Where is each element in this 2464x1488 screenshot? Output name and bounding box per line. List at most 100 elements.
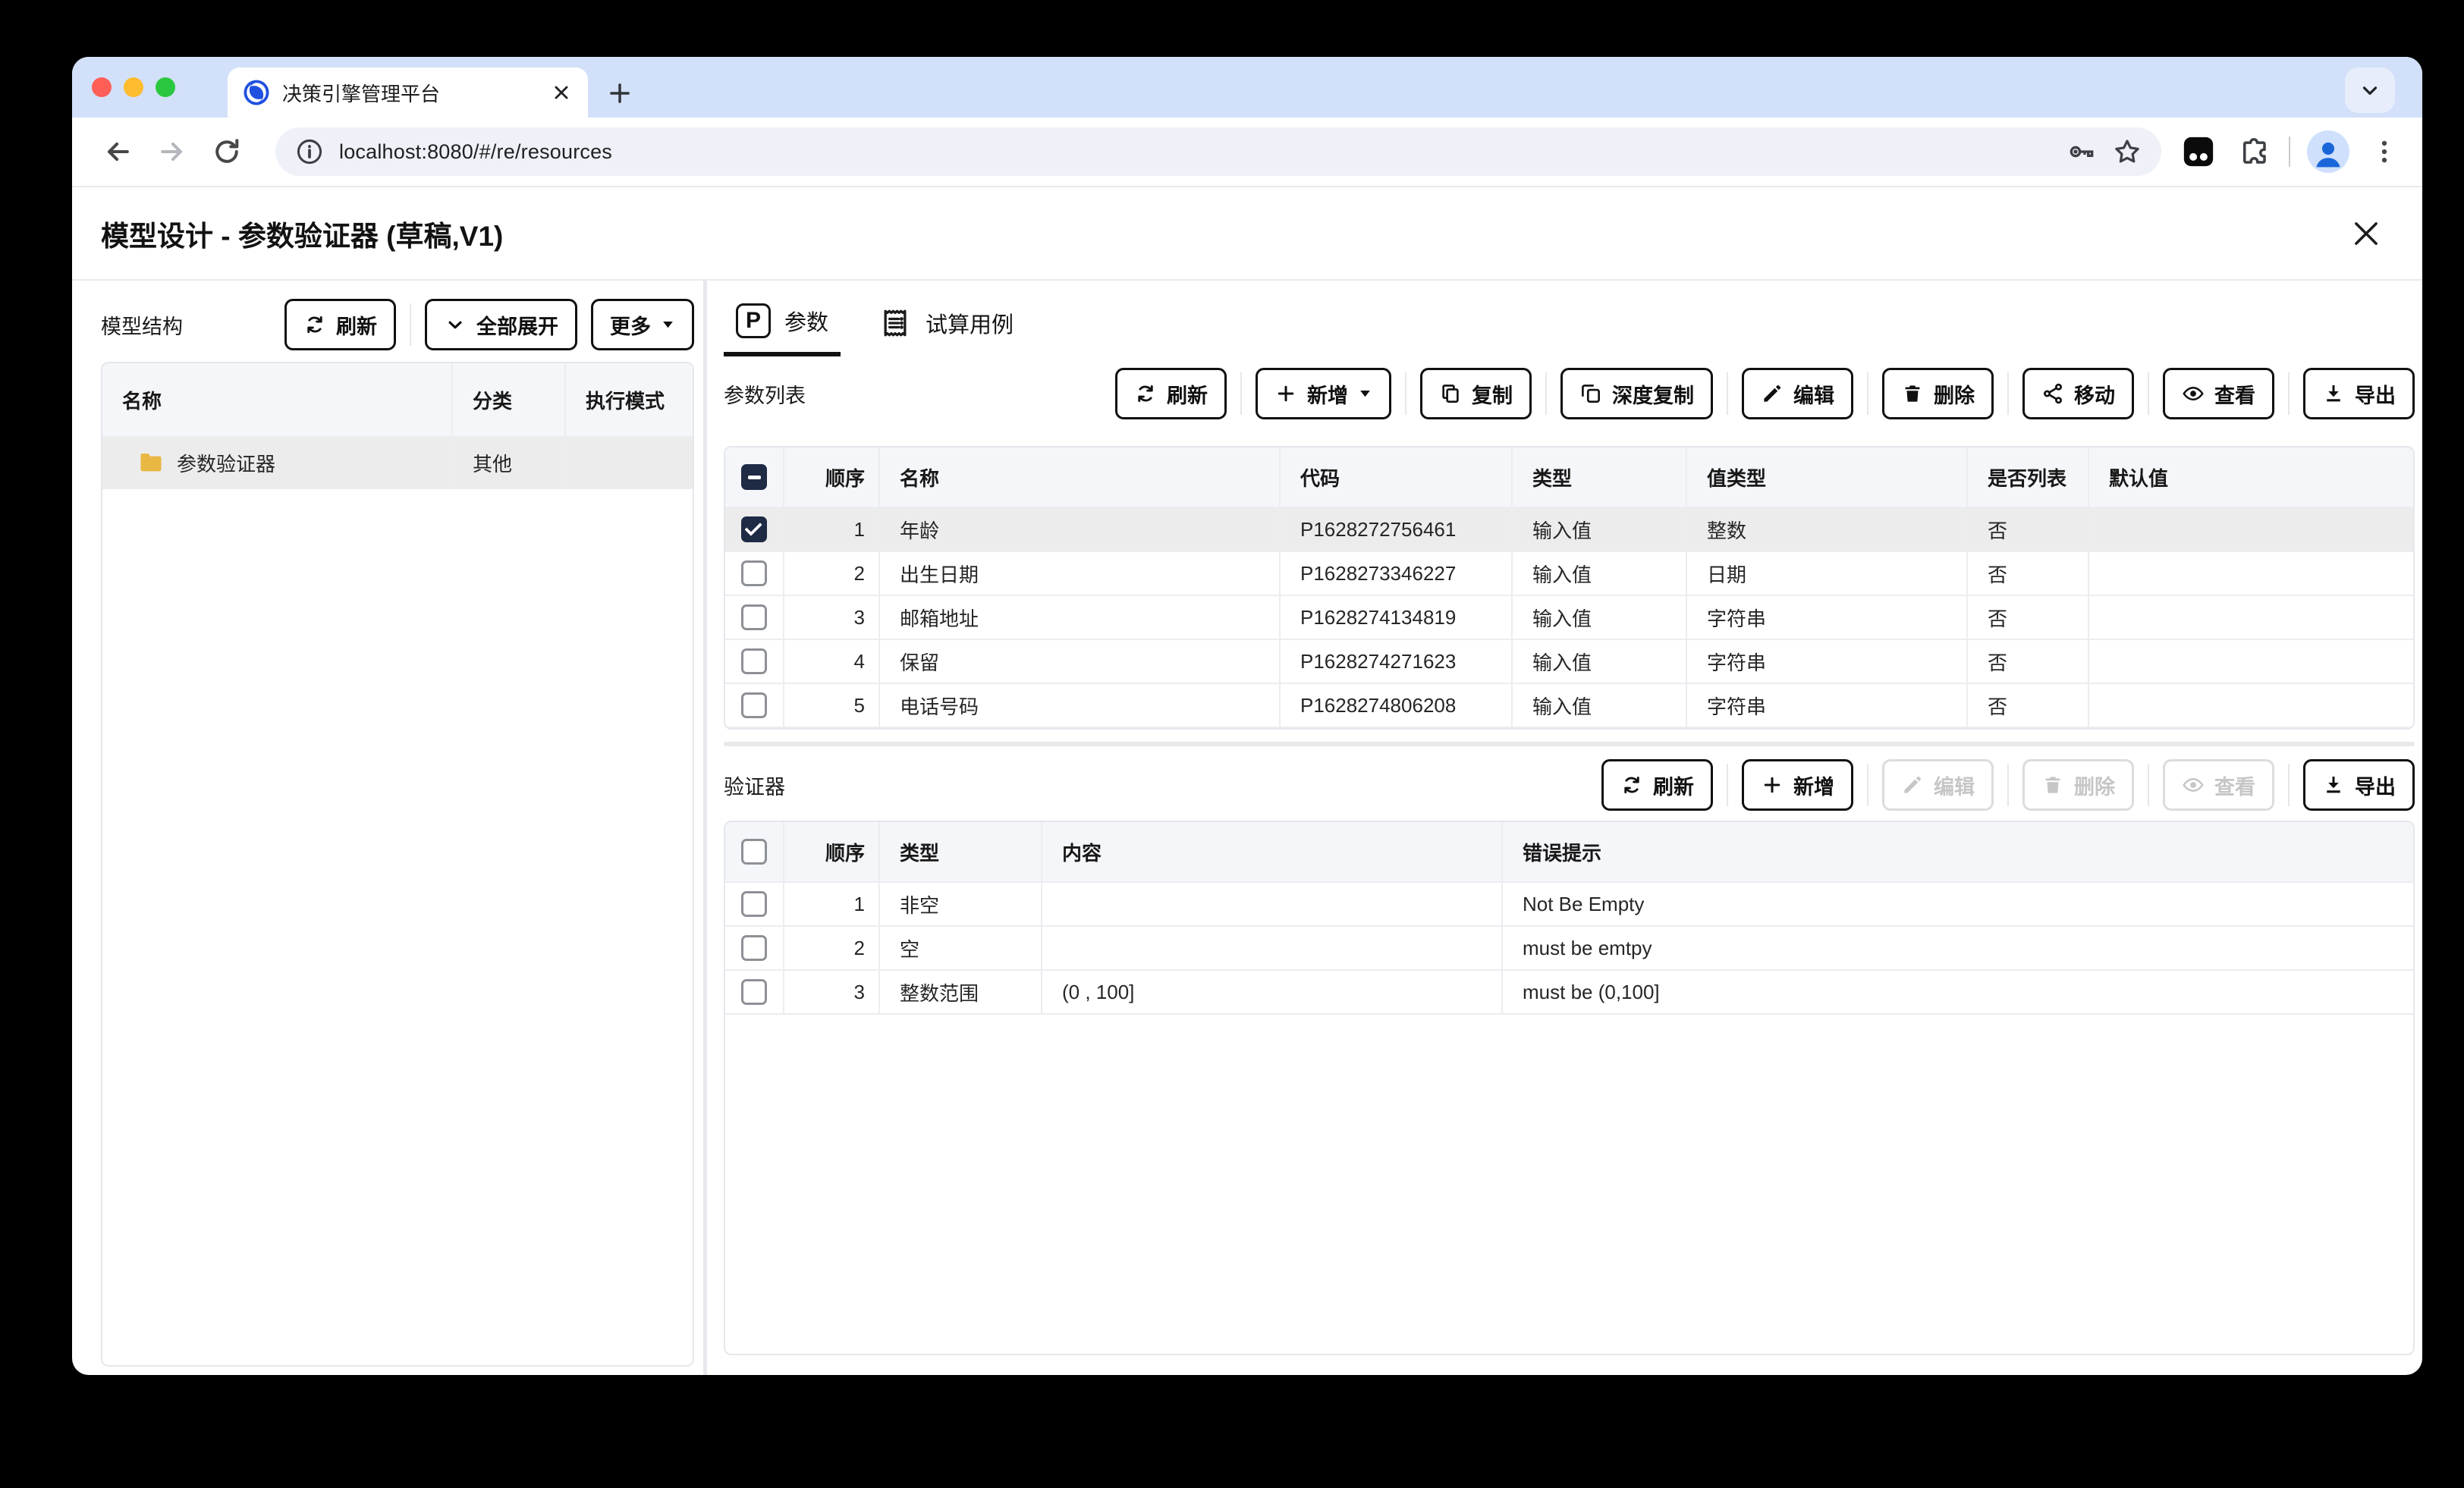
tab-close-icon[interactable]: [550, 81, 573, 104]
param-row[interactable]: 3 邮箱地址 P1628274134819 输入值 字符串 否: [725, 596, 2413, 640]
adblock-extension-icon[interactable]: [2181, 134, 2216, 169]
row-checkbox[interactable]: [741, 648, 767, 675]
validator-refresh-button[interactable]: 刷新: [1601, 759, 1713, 811]
section-divider: [724, 742, 2415, 746]
validator-add-button[interactable]: 新增: [1742, 759, 1853, 811]
validators-section-title: 验证器: [724, 775, 785, 799]
more-button[interactable]: 更多: [591, 299, 694, 350]
model-structure-panel: 模型结构 刷新 全部展开 更多: [72, 281, 694, 1375]
dialog-close-icon[interactable]: [2349, 217, 2383, 250]
new-tab-button[interactable]: [602, 75, 638, 111]
row-checkbox[interactable]: [741, 604, 767, 631]
browser-menu-icon[interactable]: [2369, 135, 2400, 168]
refresh-icon: [1138, 385, 1153, 403]
validator-export-button[interactable]: 导出: [2303, 759, 2415, 811]
validator-edit-button[interactable]: 编辑: [1882, 759, 1994, 811]
tree-row-validator-folder[interactable]: 参数验证器 其他: [102, 438, 693, 489]
row-checkbox[interactable]: [741, 979, 767, 1006]
tab-search-button[interactable]: [2345, 67, 2395, 113]
toolbar-separator: [2288, 372, 2290, 415]
back-button[interactable]: [99, 133, 136, 170]
validators-section-head: 验证器 刷新 新增 编辑: [724, 758, 2415, 811]
col-error-message: 错误提示: [1503, 822, 2413, 883]
trash-icon: [2045, 777, 2060, 793]
col-type: 类型: [880, 822, 1042, 883]
forward-button[interactable]: [154, 133, 190, 170]
param-copy-button[interactable]: 复制: [1420, 368, 1532, 419]
col-name: 名称: [102, 363, 453, 438]
validator-row[interactable]: 2 空 must be emtpy: [725, 927, 2413, 971]
password-key-icon[interactable]: [2066, 136, 2098, 168]
table-header-row: 名称 分类 执行模式: [102, 363, 693, 438]
validator-row[interactable]: 3 整数范围 (0 , 100] must be (0,100]: [725, 971, 2413, 1015]
param-add-button[interactable]: 新增: [1256, 368, 1391, 419]
panel-splitter[interactable]: [703, 281, 707, 1375]
eye-icon: [2183, 386, 2204, 401]
tab-parameters[interactable]: P 参数: [724, 290, 841, 356]
param-move-button[interactable]: 移动: [2022, 368, 2134, 419]
extensions-puzzle-icon[interactable]: [2237, 135, 2271, 168]
param-row[interactable]: 5 电话号码 P1628274806208 输入值 字符串 否: [725, 684, 2413, 728]
row-checkbox[interactable]: [741, 560, 767, 587]
param-export-button[interactable]: 导出: [2303, 368, 2415, 419]
page-title: 模型设计 - 参数验证器 (草稿,V1): [101, 220, 504, 252]
toolbar-separator: [1867, 764, 1868, 806]
model-structure-table: 名称 分类 执行模式 参数验证器: [101, 362, 694, 1367]
bookmark-star-icon[interactable]: [2111, 136, 2143, 168]
minimize-window-button[interactable]: [124, 77, 143, 97]
tab-title: 决策引擎管理平台: [282, 82, 441, 105]
col-default-value: 默认值: [2089, 447, 2413, 508]
tree-node-category: 其他: [453, 438, 566, 489]
url-bar[interactable]: localhost:8080/#/re/resources: [275, 127, 2161, 176]
param-refresh-button[interactable]: 刷新: [1115, 368, 1227, 419]
copy-icon: [1442, 385, 1459, 403]
toolbar-separator: [2148, 372, 2149, 415]
col-category: 分类: [453, 363, 566, 438]
main-layout: 模型结构 刷新 全部展开 更多: [72, 281, 2422, 1375]
profile-avatar[interactable]: [2307, 130, 2349, 173]
col-type: 类型: [1513, 447, 1687, 508]
select-all-checkbox[interactable]: [741, 464, 767, 491]
site-info-icon[interactable]: [294, 136, 325, 168]
close-window-button[interactable]: [92, 77, 112, 97]
row-checkbox[interactable]: [741, 692, 767, 719]
row-checkbox[interactable]: [741, 935, 767, 962]
param-edit-button[interactable]: 编辑: [1742, 368, 1853, 419]
parameter-p-icon: P: [736, 303, 771, 338]
caret-down-icon: [661, 313, 675, 337]
zoom-window-button[interactable]: [156, 77, 175, 97]
param-view-button[interactable]: 查看: [2163, 368, 2274, 419]
toolbar-separator: [1545, 372, 1547, 415]
expand-all-button[interactable]: 全部展开: [425, 299, 577, 350]
validator-view-button[interactable]: 查看: [2163, 759, 2274, 811]
edit-pencil-icon: [1904, 776, 1922, 793]
param-row[interactable]: 4 保留 P1628274271623 输入值 字符串 否: [725, 640, 2413, 684]
validator-delete-button[interactable]: 删除: [2022, 759, 2134, 811]
chevron-down-icon: [448, 321, 462, 329]
col-content: 内容: [1042, 822, 1503, 883]
parameters-toolbar: 刷新 新增 复制: [1115, 368, 2415, 419]
browser-tab[interactable]: 决策引擎管理平台: [228, 67, 588, 118]
col-name: 名称: [880, 447, 1281, 508]
tree-refresh-button[interactable]: 刷新: [284, 299, 396, 350]
select-all-checkbox[interactable]: [741, 839, 767, 865]
reload-button[interactable]: [209, 133, 245, 170]
url-text[interactable]: localhost:8080/#/re/resources: [339, 140, 613, 163]
browser-window: 决策引擎管理平台 localhost:8080/#/re/resources: [72, 57, 2422, 1375]
move-share-icon: [2044, 383, 2062, 404]
page-header: 模型设计 - 参数验证器 (草稿,V1): [72, 187, 2422, 281]
table-header-row: 顺序 名称 代码 类型 值类型 是否列表 默认值: [725, 447, 2413, 508]
row-checkbox[interactable]: [741, 516, 767, 543]
col-exec-mode: 执行模式: [566, 363, 693, 438]
toolbar-separator: [2007, 372, 2009, 415]
tab-strip: 决策引擎管理平台: [72, 57, 2422, 118]
refresh-icon: [307, 315, 322, 334]
validator-row[interactable]: 1 非空 Not Be Empty: [725, 883, 2413, 927]
param-row[interactable]: 1 年龄 P1628272756461 输入值 整数 否: [725, 508, 2413, 552]
param-deep-copy-button[interactable]: 深度复制: [1560, 368, 1713, 419]
param-delete-button[interactable]: 删除: [1882, 368, 1994, 419]
param-row[interactable]: 2 出生日期 P1628273346227 输入值 日期 否: [725, 552, 2413, 596]
tab-trial-cases[interactable]: 试算用例: [866, 290, 1026, 356]
plus-icon: [1278, 385, 1294, 402]
row-checkbox[interactable]: [741, 891, 767, 918]
